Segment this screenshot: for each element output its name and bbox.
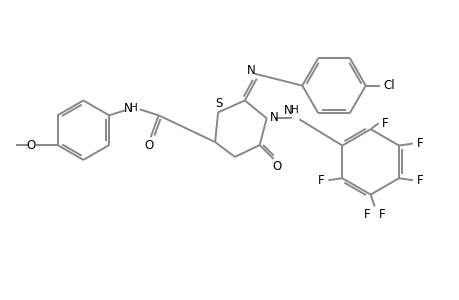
Text: H: H — [290, 105, 297, 116]
Text: F: F — [378, 208, 385, 221]
Text: F: F — [381, 117, 388, 130]
Text: N: N — [269, 111, 278, 124]
Text: O: O — [271, 160, 280, 173]
Text: F: F — [363, 208, 369, 221]
Text: F: F — [318, 174, 324, 187]
Text: F: F — [415, 137, 422, 150]
Text: O: O — [144, 139, 153, 152]
Text: S: S — [215, 97, 222, 110]
Text: N: N — [284, 104, 292, 117]
Text: O: O — [26, 139, 35, 152]
Text: N: N — [246, 64, 255, 77]
Text: H: H — [130, 103, 137, 113]
Text: F: F — [415, 174, 422, 187]
Text: Cl: Cl — [383, 79, 394, 92]
Text: N: N — [123, 102, 132, 115]
